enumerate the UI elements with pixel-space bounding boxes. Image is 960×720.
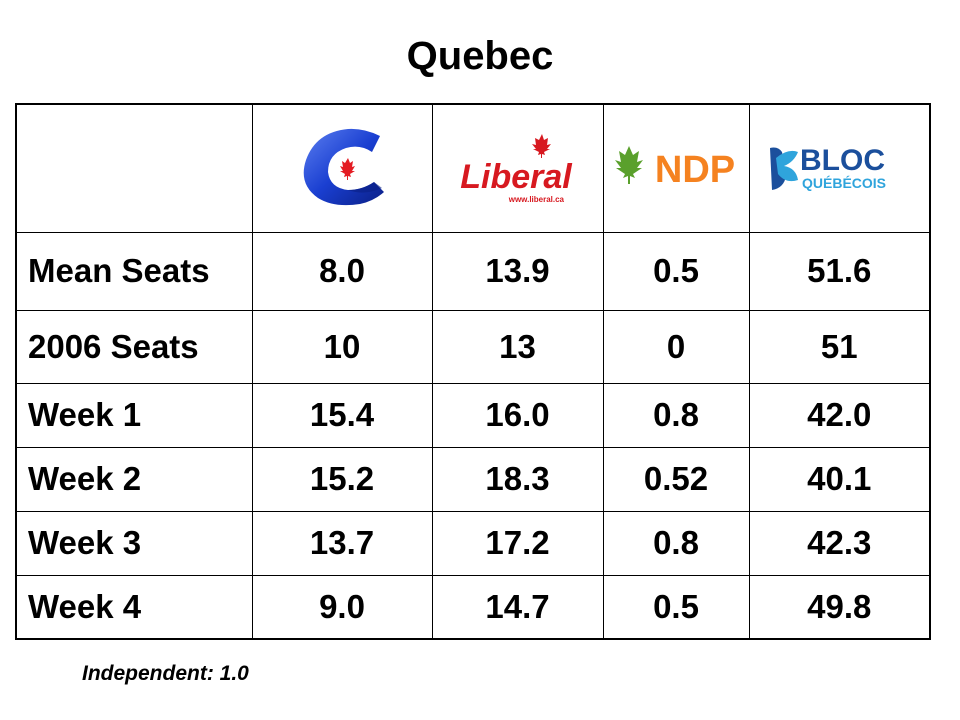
table-cell: 51 xyxy=(748,309,931,384)
svg-text:www.liberal.ca: www.liberal.ca xyxy=(507,195,564,204)
row-label: Week 3 xyxy=(15,510,253,576)
ndp-header: NDP xyxy=(602,103,750,233)
table-cell: 0 xyxy=(602,309,750,384)
page-title: Quebec xyxy=(406,34,554,78)
table-cell: 0.52 xyxy=(602,446,750,512)
table-cell: 49.8 xyxy=(748,574,931,640)
table-cell: 0.8 xyxy=(602,510,750,576)
table-cell: 13.7 xyxy=(251,510,433,576)
conservative-header xyxy=(251,103,433,233)
table-row: Week 1 15.4 16.0 0.8 42.0 xyxy=(15,382,931,448)
table-cell: 16.0 xyxy=(431,382,604,448)
table-row: 2006 Seats 10 13 0 51 xyxy=(15,309,931,384)
conservative-c-logo-icon xyxy=(303,129,384,206)
table-row: Week 4 9.0 14.7 0.5 49.8 xyxy=(15,574,931,640)
table-cell: 0.5 xyxy=(602,231,750,311)
table-cell: 13.9 xyxy=(431,231,604,311)
table-cell: 15.2 xyxy=(251,446,433,512)
svg-text:Liberal: Liberal xyxy=(460,158,573,196)
table-row: Week 3 13.7 17.2 0.8 42.3 xyxy=(15,510,931,576)
table-cell: 13 xyxy=(431,309,604,384)
row-label: Week 2 xyxy=(15,446,253,512)
svg-text:NDP: NDP xyxy=(655,149,735,191)
empty-header-cell xyxy=(15,103,253,233)
row-label: 2006 Seats xyxy=(15,309,253,384)
table-row: Mean Seats 8.0 13.9 0.5 51.6 xyxy=(15,231,931,311)
ndp-wordmark-logo-icon: NDP xyxy=(615,146,735,191)
table-cell: 8.0 xyxy=(251,231,433,311)
liberal-wordmark-logo-icon: Liberal www.liberal.ca xyxy=(460,134,573,204)
row-label: Week 1 xyxy=(15,382,253,448)
table-cell: 18.3 xyxy=(431,446,604,512)
row-label: Week 4 xyxy=(15,574,253,640)
table-cell: 40.1 xyxy=(748,446,931,512)
table-row: Week 2 15.2 18.3 0.52 40.1 xyxy=(15,446,931,512)
bloc-header: BLOC QUÉBÉCOIS xyxy=(748,103,931,233)
independent-footnote: Independent: 1.0 xyxy=(82,662,249,685)
liberal-header: Liberal www.liberal.ca xyxy=(431,103,604,233)
table-cell: 17.2 xyxy=(431,510,604,576)
table-cell: 0.8 xyxy=(602,382,750,448)
bloc-quebecois-logo-icon: BLOC QUÉBÉCOIS xyxy=(770,144,886,191)
table-cell: 42.3 xyxy=(748,510,931,576)
table-cell: 0.5 xyxy=(602,574,750,640)
seat-projection-table: Liberal www.liberal.ca NDP BLOC QUÉBÉCOI… xyxy=(15,103,931,640)
svg-text:BLOC: BLOC xyxy=(800,144,885,177)
table-cell: 51.6 xyxy=(748,231,931,311)
table-cell: 14.7 xyxy=(431,574,604,640)
table-cell: 15.4 xyxy=(251,382,433,448)
header-row: Liberal www.liberal.ca NDP BLOC QUÉBÉCOI… xyxy=(15,103,931,233)
table-cell: 42.0 xyxy=(748,382,931,448)
table-cell: 10 xyxy=(251,309,433,384)
svg-text:QUÉBÉCOIS: QUÉBÉCOIS xyxy=(802,175,886,191)
table-cell: 9.0 xyxy=(251,574,433,640)
row-label: Mean Seats xyxy=(15,231,253,311)
